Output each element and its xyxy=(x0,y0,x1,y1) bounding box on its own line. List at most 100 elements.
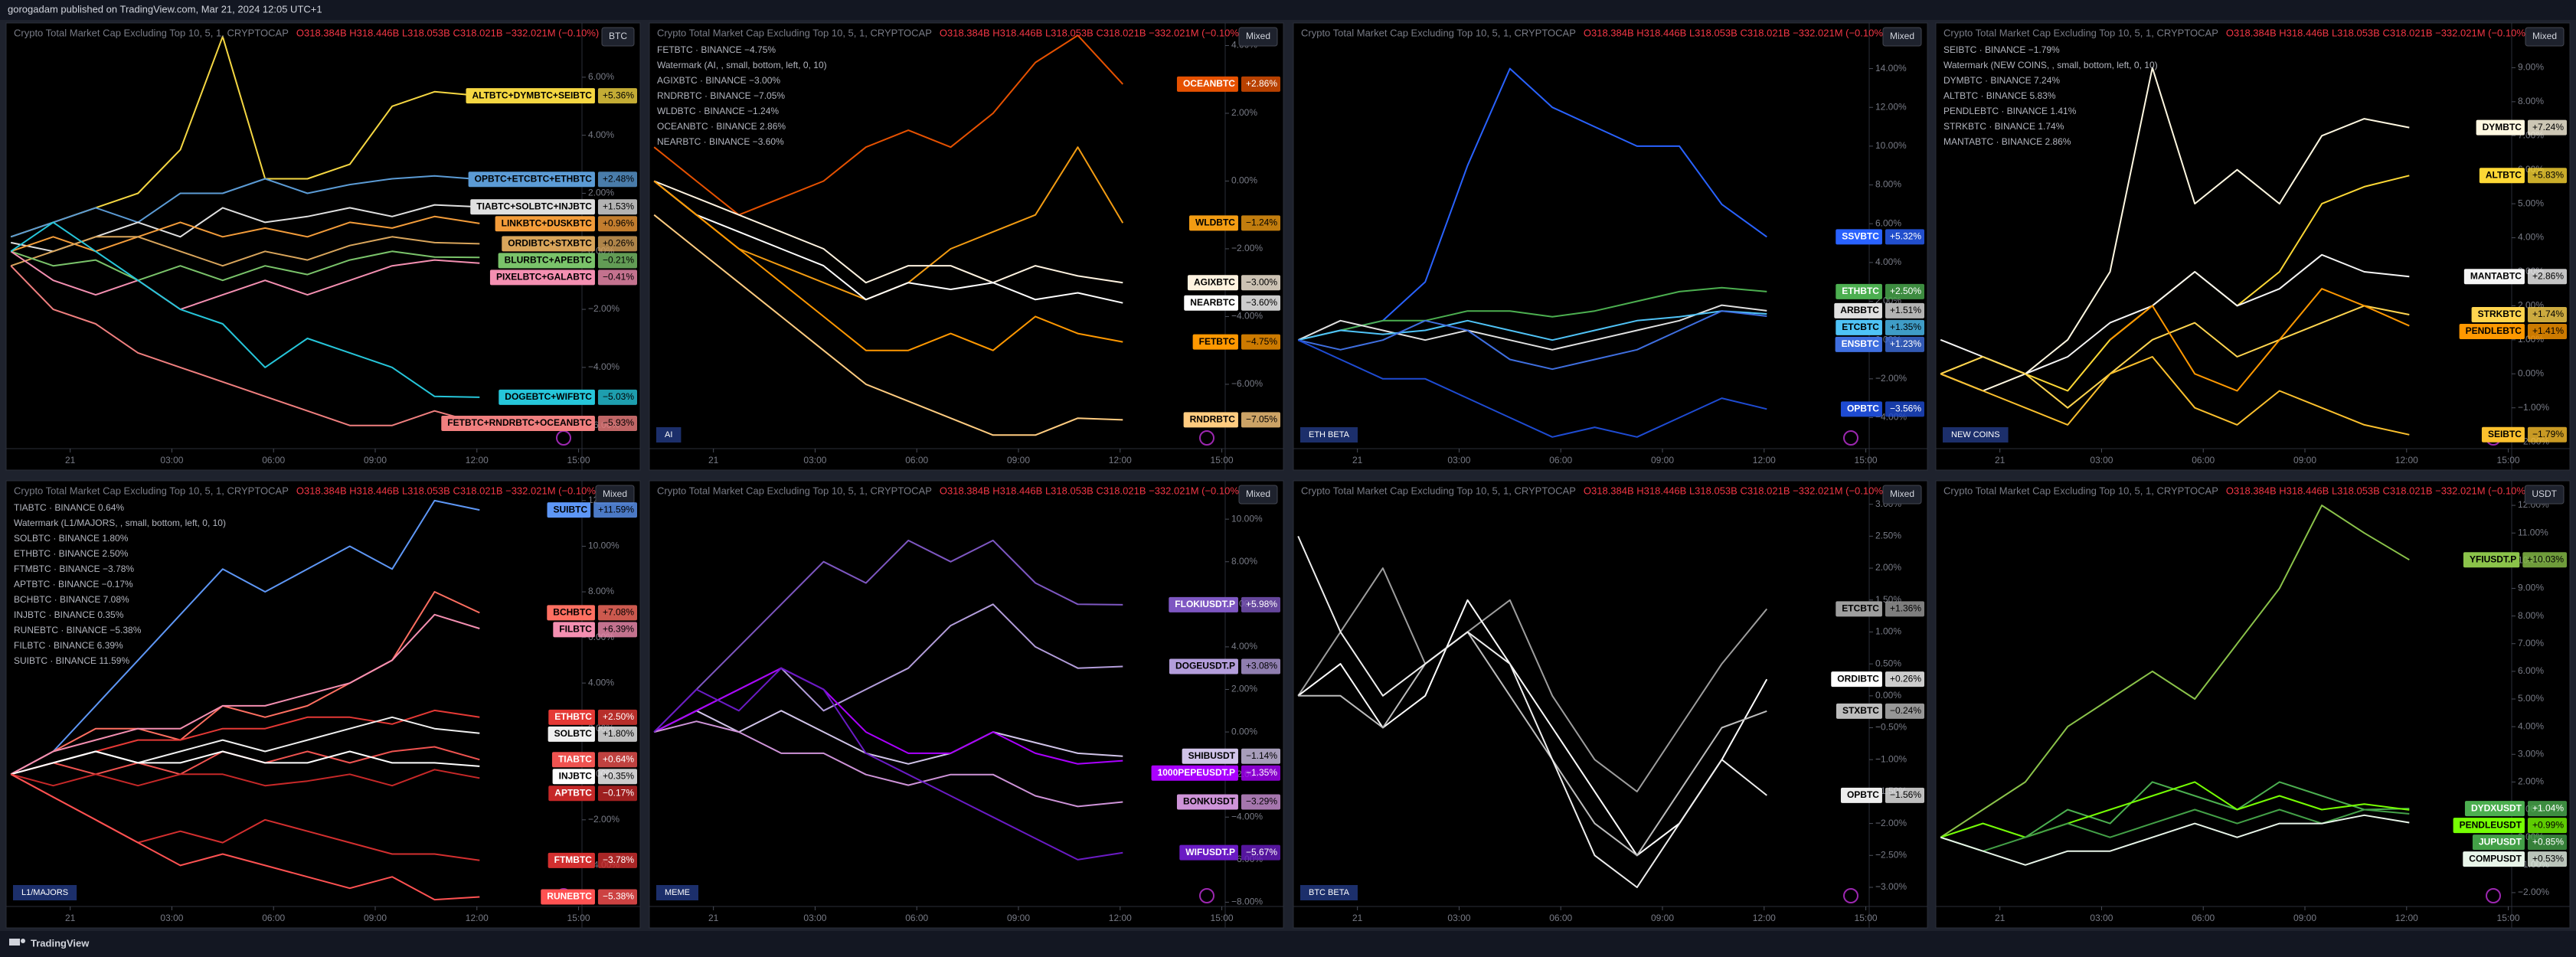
watermark-box xyxy=(1300,885,1358,900)
plot-area xyxy=(10,499,480,901)
x-tick-label: 03:00 xyxy=(1447,455,1470,465)
chart-panel: −2.00%−1.00%0.00%1.00%2.00%3.00%4.00%5.0… xyxy=(1935,22,2571,471)
end-tag-value: +0.35% xyxy=(603,770,634,781)
end-tag-value-box xyxy=(1241,765,1280,781)
x-tick-label: 09:00 xyxy=(2293,913,2316,923)
end-tag-value: −5.03% xyxy=(603,391,634,402)
x-tick-label: 12:00 xyxy=(466,455,489,465)
series-line xyxy=(10,591,480,776)
end-tag-name: OPBTC+ETCBTC+ETHBTC xyxy=(475,173,593,184)
x-tick-label: 09:00 xyxy=(1007,913,1030,923)
logo-shape xyxy=(9,939,20,946)
end-tag-name: OPBTC xyxy=(1847,403,1879,414)
legend-line: SOLBTC · BINANCE 1.80% xyxy=(14,533,129,544)
currency-badge-text: USDT xyxy=(2532,488,2557,499)
end-tag-box xyxy=(548,726,595,742)
chart-subtitle: O318.384B H318.446B L318.053B C318.021B … xyxy=(2226,27,2529,38)
x-tick-label: 21 xyxy=(1995,913,2006,923)
end-tag-box xyxy=(553,622,595,638)
logo-dot xyxy=(21,939,25,943)
end-tag-box xyxy=(1840,401,1882,417)
end-tag-name: ORDIBTC xyxy=(1837,673,1879,684)
end-tag-value: +5.83% xyxy=(2532,169,2564,180)
end-tag-value-box xyxy=(1241,275,1280,291)
chart-title: Crypto Total Market Cap Excluding Top 10… xyxy=(14,485,289,496)
end-tag: +1.53% TIABTC+SOLBTC+INJBTC xyxy=(470,199,637,215)
end-tag-box xyxy=(541,889,595,905)
chart-title: Crypto Total Market Cap Excluding Top 10… xyxy=(1301,485,1576,496)
series-line xyxy=(10,250,480,311)
chart-title: Crypto Total Market Cap Excluding Top 10… xyxy=(1301,27,1576,38)
end-tag-value-box xyxy=(2527,835,2567,851)
end-tag-value: +5.36% xyxy=(603,90,634,100)
end-tag-name: WIFUSDT.P xyxy=(1185,847,1235,857)
y-tick-label: 4.00% xyxy=(588,129,614,140)
currency-badge xyxy=(601,27,635,47)
end-tag-box xyxy=(1169,596,1238,612)
x-tick-label: 12:00 xyxy=(1753,455,1776,465)
end-tag-box xyxy=(1188,215,1238,231)
end-tag-value-box xyxy=(1241,794,1280,810)
y-tick-label: 2.00% xyxy=(588,188,614,198)
end-tag-name: APTBTC xyxy=(554,787,592,798)
end-tag: +2.48% OPBTC+ETCBTC+ETHBTC xyxy=(468,171,637,188)
watermark-box xyxy=(1943,427,2009,443)
end-tag-name: AGIXBTC xyxy=(1194,276,1235,287)
x-tick-label: 03:00 xyxy=(2090,455,2113,465)
currency-badge-text: Mixed xyxy=(2532,31,2557,41)
y-tick-label: −4.00% xyxy=(1231,811,1263,821)
end-tag: −7.05% RNDRBTC xyxy=(1183,412,1280,428)
y-tick-label: 4.00% xyxy=(588,677,614,688)
end-tag-name: WLDBTC xyxy=(1195,217,1235,228)
end-tag-value-box xyxy=(1241,334,1280,350)
header-text: gorogadam published on TradingView.com, … xyxy=(8,3,322,15)
end-tag: −0.41% PIXELBTC+GALABTC xyxy=(489,269,637,286)
end-tag: −4.75% FETBTC xyxy=(1192,334,1280,350)
currency-badge-text: Mixed xyxy=(1246,31,1270,41)
x-tick-label: 15:00 xyxy=(2497,455,2520,465)
y-tick-label: 10.00% xyxy=(1231,513,1263,524)
end-tag-value-box xyxy=(1241,844,1280,861)
end-tag-box xyxy=(1834,302,1882,318)
series-line xyxy=(1297,535,1767,888)
y-tick-label: 4.00% xyxy=(1875,256,1901,267)
x-tick-label: 15:00 xyxy=(567,455,590,465)
end-tag: +5.32% SSVBTC xyxy=(1836,229,1924,245)
currency-badge xyxy=(1238,27,1278,47)
chart-title: Crypto Total Market Cap Excluding Top 10… xyxy=(1943,485,2218,496)
end-tag: +1.74% STRKBTC xyxy=(2471,306,2567,322)
log-icon xyxy=(1199,430,1214,446)
end-tag-value: −5.38% xyxy=(603,891,634,902)
legend-line: FETBTC · BINANCE −4.75% xyxy=(657,44,776,55)
watermark-label: L1/MAJORS xyxy=(21,888,68,897)
series-line xyxy=(653,180,1123,304)
chart-panel: −2.00%−1.00%0.00%1.00%2.00%3.00%4.00%5.0… xyxy=(1935,480,2571,929)
end-tag: +11.59% SUIBTC xyxy=(547,502,637,518)
end-tag: +1.80% SOLBTC xyxy=(548,726,637,742)
end-tag-value: +1.53% xyxy=(603,201,634,211)
end-tag-value: +0.99% xyxy=(2532,819,2564,830)
end-tag-name: DOGEUSDT.P xyxy=(1175,661,1235,671)
end-tag-value-box xyxy=(1885,787,1924,803)
currency-badge-text: Mixed xyxy=(603,488,627,499)
y-tick-label: −2.50% xyxy=(1875,849,1907,860)
end-tag-value-box xyxy=(2527,851,2567,867)
end-tag: +0.26% ORDIBTC+STXBTC xyxy=(502,236,637,252)
y-tick-label: −8.00% xyxy=(1231,897,1263,907)
series-line xyxy=(10,236,480,267)
end-tag-box xyxy=(441,416,595,432)
end-tag-value: +11.59% xyxy=(598,504,634,514)
y-tick-label: 10.00% xyxy=(1875,140,1907,151)
plot-area xyxy=(1297,535,1768,888)
end-tag-box xyxy=(1836,283,1882,299)
log-icon xyxy=(1199,888,1214,903)
end-tag-value: +6.39% xyxy=(603,624,634,635)
end-tag-value-box xyxy=(2527,818,2567,834)
x-tick-label: 03:00 xyxy=(803,455,826,465)
legend-line: ETHBTC · BINANCE 2.50% xyxy=(14,548,129,559)
x-tick-label: 21 xyxy=(708,913,719,923)
x-tick-label: 15:00 xyxy=(1855,913,1878,923)
x-tick-label: 12:00 xyxy=(1109,455,1132,465)
end-tag-box xyxy=(2471,306,2525,322)
series-line xyxy=(10,773,480,901)
